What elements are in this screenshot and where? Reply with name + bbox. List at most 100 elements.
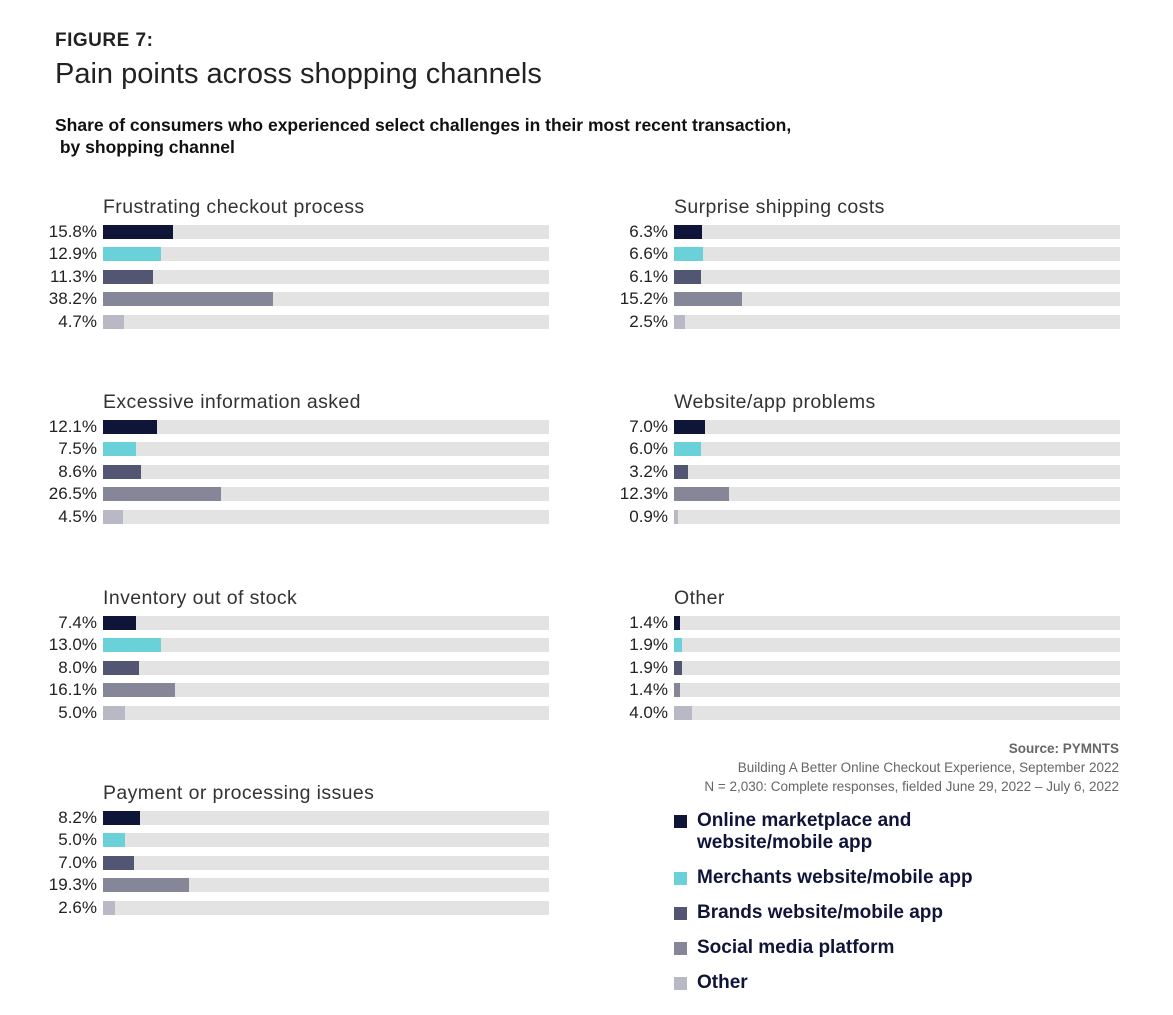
bar: [674, 509, 678, 524]
data-label: 8.2%: [58, 808, 97, 827]
legend-label-line: Other: [697, 972, 748, 993]
bar: [674, 660, 683, 675]
bar: [103, 811, 140, 825]
bar-row: 3.2%: [629, 462, 1120, 481]
bar: [674, 247, 704, 262]
bar: [674, 616, 681, 630]
bar-track: [674, 509, 1120, 524]
data-label: 15.2%: [619, 289, 668, 309]
bar-panel: Other 1.4% 1.9% 1.9% 1.4% 4.0%: [629, 587, 1173, 737]
bar: [103, 420, 157, 434]
bar-row: 1.4%: [629, 680, 1120, 699]
bar-track: [103, 855, 549, 870]
legend-swatch: [674, 977, 687, 990]
bar-row: 0.9%: [629, 507, 1120, 526]
data-label: 0.9%: [629, 506, 668, 526]
legend-label: Online marketplace and website/mobile app: [697, 810, 911, 854]
bar: [674, 269, 702, 284]
data-label: 13.0%: [48, 635, 97, 655]
data-label: 15.8%: [48, 222, 97, 241]
data-label: 4.0%: [629, 702, 668, 722]
data-label: 6.0%: [629, 439, 668, 459]
bar-row: 2.5%: [629, 312, 1120, 331]
legend-label-line: Online marketplace and: [697, 810, 912, 831]
bar: [103, 269, 154, 284]
legend-swatch: [674, 907, 687, 920]
bar-row: 1.9%: [629, 658, 1120, 677]
data-label: 7.5%: [58, 439, 97, 459]
bar-track: [103, 683, 549, 698]
bar-track: [103, 705, 549, 720]
bar: [103, 855, 135, 870]
bar: [103, 660, 139, 675]
bar-row: 6.0%: [629, 439, 1120, 458]
panel-title: Frustrating checkout process: [103, 196, 365, 218]
data-label: 12.3%: [619, 484, 668, 504]
bar-row: 4.5%: [58, 507, 549, 526]
legend-swatch: [674, 872, 687, 885]
bar-row: 1.9%: [629, 635, 1120, 654]
bar-row: 4.7%: [58, 312, 549, 331]
bar-row: 7.5%: [58, 439, 549, 458]
data-label: 7.0%: [58, 852, 97, 872]
bar-row: 12.3%: [620, 484, 1120, 503]
source-line-1: Building A Better Online Checkout Experi…: [737, 760, 1119, 775]
bar: [674, 442, 701, 457]
bar-track: [674, 705, 1120, 720]
source-note: Source: PYMNTS Building A Better Online …: [704, 739, 1119, 796]
bar: [674, 225, 703, 239]
panel-title: Surprise shipping costs: [674, 196, 885, 218]
bar: [103, 464, 142, 479]
bar: [103, 292, 274, 307]
bar-track: [674, 442, 1120, 457]
bar: [103, 683, 175, 698]
bar-track: [674, 269, 1120, 284]
bar-track: [674, 487, 1120, 502]
bar: [674, 464, 689, 479]
bar-track: [103, 292, 549, 307]
data-label: 26.5%: [48, 484, 97, 504]
legend-swatch: [674, 815, 687, 828]
panel-title: Website/app problems: [674, 391, 876, 413]
bar-track: [103, 247, 549, 262]
legend-label-line: website/mobile app: [697, 832, 873, 853]
data-label: 6.6%: [629, 244, 668, 264]
data-label: 3.2%: [629, 461, 668, 481]
bar-row: 38.2%: [49, 289, 549, 308]
bar: [674, 420, 706, 434]
bar-row: 12.9%: [49, 244, 549, 263]
bar-row: 8.6%: [58, 462, 549, 481]
bar-track: [103, 464, 549, 479]
data-label: 1.9%: [629, 657, 668, 677]
data-label: 38.2%: [48, 289, 97, 309]
bar-panel: Website/app problems 7.0% 6.0% 3.2% 12.3% 0.9…: [620, 391, 1173, 541]
data-label: 4.7%: [58, 311, 97, 331]
bar-track: [103, 314, 549, 329]
data-label: 5.0%: [58, 702, 97, 722]
bar-row: 7.0%: [629, 417, 1120, 436]
legend-label: Merchants website/mobile app: [697, 867, 973, 889]
data-label: 1.4%: [629, 613, 668, 632]
bar: [103, 247, 161, 262]
bar-track: [103, 442, 549, 457]
bar-row: 6.3%: [629, 222, 1120, 241]
panel-title: Other: [674, 587, 725, 609]
bar-track: [103, 833, 549, 848]
data-label: 8.0%: [58, 657, 97, 677]
bar: [103, 878, 190, 893]
bar-row: 4.0%: [629, 703, 1120, 722]
bar: [674, 292, 742, 307]
source-label: Source: PYMNTS: [1008, 741, 1119, 756]
panel-title: Inventory out of stock: [103, 587, 298, 609]
bar-track: [103, 487, 549, 502]
data-label: 5.0%: [58, 830, 97, 850]
bar-track: [674, 683, 1120, 698]
bar-row: 5.0%: [58, 703, 549, 722]
subtitle-line-1: Share of consumers who experienced selec…: [55, 115, 792, 135]
bar: [674, 638, 683, 653]
bar: [103, 225, 174, 239]
bar: [103, 616, 136, 630]
data-label: 16.1%: [48, 680, 97, 700]
bar: [103, 442, 137, 457]
bar-row: 1.4%: [629, 613, 1120, 632]
